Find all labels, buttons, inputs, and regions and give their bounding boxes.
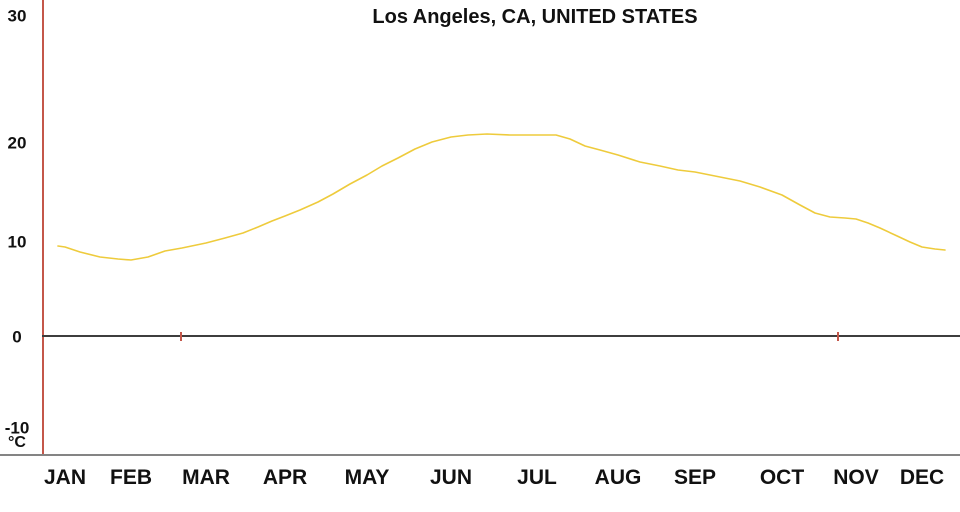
unit-label: °C — [8, 434, 26, 451]
y-tick-label: -10 — [4, 418, 30, 438]
y-tick-label: 20 — [7, 133, 27, 153]
month-label: MAR — [182, 466, 230, 489]
month-label: SEP — [673, 466, 717, 489]
month-label: DEC — [899, 466, 945, 489]
zero-gridline — [42, 335, 960, 337]
month-label: APR — [262, 466, 308, 489]
y-tick-label: 0 — [12, 327, 22, 347]
x-axis-baseline — [0, 454, 960, 456]
month-label: JUL — [517, 466, 557, 489]
month-label: FEB — [110, 466, 152, 489]
temperature-curve — [57, 133, 946, 261]
y-tick-label: 30 — [7, 6, 27, 26]
zero-line-red-tick — [837, 332, 839, 341]
month-label: MAY — [344, 466, 390, 489]
month-label: NOV — [833, 466, 879, 489]
y-tick-label: 10 — [7, 232, 27, 252]
zero-line-red-tick — [180, 332, 182, 341]
month-label: AUG — [594, 466, 642, 489]
y-axis-line — [42, 0, 44, 454]
chart-title: Los Angeles, CA, UNITED STATES — [372, 6, 698, 28]
month-label: OCT — [759, 466, 805, 489]
month-label: JAN — [43, 466, 87, 489]
month-label: JUN — [429, 466, 473, 489]
